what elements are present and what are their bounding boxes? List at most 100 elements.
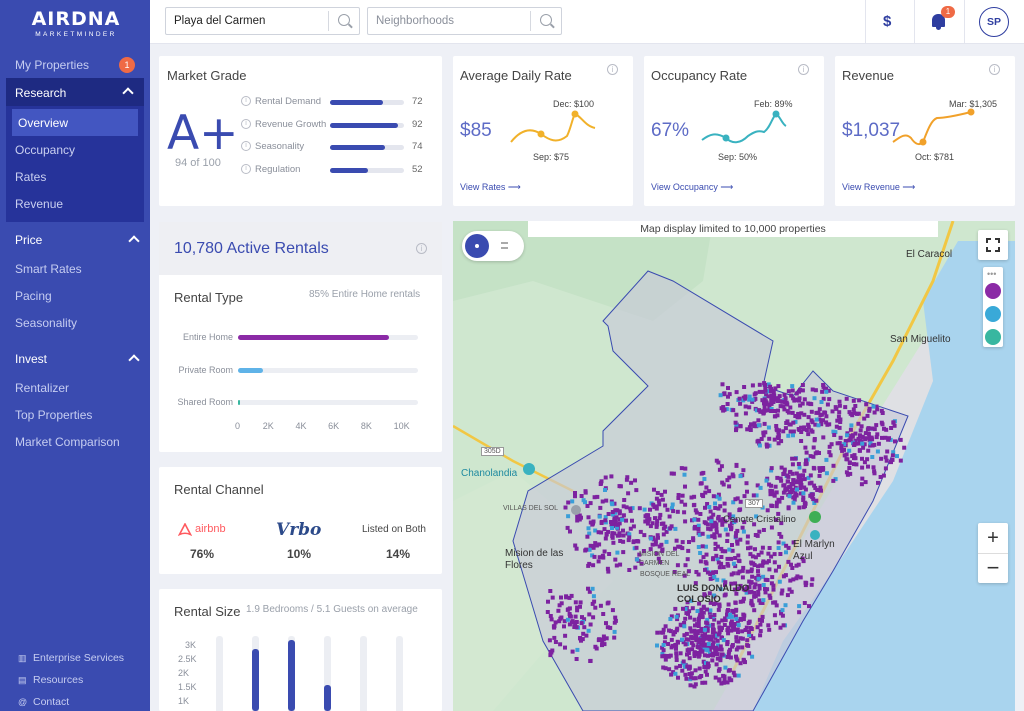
kpi-view-link[interactable]: View Rates ⟶ — [460, 182, 521, 193]
property-marker — [884, 427, 889, 432]
property-marker — [760, 618, 764, 623]
search-icon[interactable] — [338, 14, 350, 26]
property-marker — [722, 508, 727, 513]
property-marker — [868, 443, 873, 448]
nav-my-properties[interactable]: My Properties — [15, 58, 90, 72]
property-marker — [559, 595, 563, 600]
property-marker — [716, 492, 721, 497]
property-marker — [588, 658, 593, 663]
property-marker — [889, 426, 894, 430]
property-marker — [786, 433, 791, 438]
property-marker — [604, 636, 609, 641]
rental-size-bar[interactable] — [324, 684, 331, 711]
sidebar-item-occupancy[interactable]: Occupancy — [15, 143, 76, 157]
kpi-view-link[interactable]: View Occupancy ⟶ — [651, 182, 733, 193]
info-icon[interactable]: i — [989, 64, 1000, 75]
sidebar-item-seasonality[interactable]: Seasonality — [15, 316, 78, 330]
property-marker — [835, 418, 840, 423]
avatar[interactable]: SP — [979, 7, 1009, 37]
property-marker — [752, 608, 757, 613]
property-marker — [845, 457, 850, 462]
rental-type-bar[interactable] — [238, 367, 263, 373]
chevron-up-icon[interactable] — [128, 235, 140, 247]
property-marker — [862, 442, 867, 447]
map-label: El Caracol — [906, 249, 953, 260]
neighborhoods-search-input[interactable]: Neighborhoods — [367, 7, 562, 35]
property-marker — [791, 433, 795, 438]
property-marker — [634, 545, 639, 550]
property-marker — [637, 506, 642, 511]
location-search-input[interactable]: Playa del Carmen — [165, 7, 360, 35]
property-marker — [670, 502, 675, 507]
property-marker — [734, 462, 739, 467]
property-marker — [781, 490, 786, 495]
zoom-in-button[interactable]: + — [987, 527, 999, 549]
research-header[interactable]: Research — [6, 78, 144, 106]
rental-type-bar[interactable] — [238, 335, 389, 340]
sidebar-item-rentalizer[interactable]: Rentalizer — [15, 381, 70, 395]
info-icon[interactable]: i — [241, 96, 251, 107]
rental-size-bar[interactable] — [252, 649, 259, 711]
property-marker — [789, 393, 794, 398]
bell-icon[interactable] — [932, 14, 945, 30]
airdna-logo[interactable]: AIRDNA MARKETMINDER — [30, 8, 122, 42]
property-marker — [776, 511, 781, 516]
sidebar-item-smart-rates[interactable]: Smart Rates — [15, 262, 82, 276]
property-marker — [624, 477, 629, 482]
currency-button[interactable]: $ — [883, 13, 892, 30]
property-marker — [579, 494, 584, 498]
home-layer-icon[interactable] — [985, 283, 1001, 299]
sidebar-item-top-properties[interactable]: Top Properties — [15, 408, 93, 422]
property-marker — [783, 603, 788, 608]
map-view-toggle[interactable] — [462, 231, 524, 261]
property-marker — [813, 486, 818, 490]
property-marker — [675, 509, 680, 514]
property-marker — [639, 561, 644, 566]
footer-contact[interactable]: @ Contact — [18, 696, 69, 708]
property-marker — [806, 432, 811, 437]
map-canvas[interactable] — [453, 221, 1015, 711]
price-header[interactable]: Price — [15, 233, 43, 247]
property-markers[interactable] — [545, 381, 907, 689]
chevron-up-icon[interactable] — [128, 354, 140, 366]
property-marker — [791, 540, 796, 545]
room-layer-icon[interactable] — [985, 306, 1001, 322]
property-marker — [742, 658, 746, 663]
info-icon[interactable]: i — [241, 118, 251, 129]
fullscreen-button[interactable] — [978, 230, 1008, 260]
info-icon[interactable]: i — [241, 163, 251, 174]
search-icon[interactable] — [540, 14, 552, 26]
property-map[interactable]: Map display limited to 10,000 properties… — [453, 221, 1015, 711]
rental-size-bar[interactable] — [288, 639, 295, 711]
property-marker — [807, 604, 811, 609]
property-marker — [700, 531, 705, 536]
list-icon[interactable] — [501, 242, 508, 249]
property-marker — [572, 625, 577, 629]
property-marker — [661, 532, 666, 537]
sidebar-item-pacing[interactable]: Pacing — [15, 289, 52, 303]
property-marker — [879, 456, 884, 461]
rental-type-track — [238, 335, 418, 340]
more-icon[interactable]: ••• — [987, 269, 997, 279]
sidebar-item-market-comparison[interactable]: Market Comparison — [15, 435, 120, 449]
info-icon[interactable]: i — [607, 64, 618, 75]
footer-resources[interactable]: ▤ Resources — [18, 674, 83, 686]
property-marker — [714, 530, 719, 535]
info-icon[interactable]: i — [798, 64, 809, 75]
info-icon[interactable]: i — [416, 243, 427, 254]
info-icon[interactable]: i — [241, 141, 251, 152]
map-pin-icon[interactable] — [465, 234, 489, 258]
property-marker — [716, 632, 721, 637]
property-marker — [824, 420, 829, 425]
kpi-view-link[interactable]: View Revenue ⟶ — [842, 182, 915, 193]
invest-header[interactable]: Invest — [15, 352, 48, 366]
sidebar-item-rates[interactable]: Rates — [15, 170, 47, 184]
property-marker — [799, 411, 804, 416]
sidebar-item-overview[interactable]: Overview — [12, 109, 138, 136]
shared-layer-icon[interactable] — [985, 329, 1001, 345]
zoom-out-button[interactable]: − — [978, 553, 1008, 583]
rental-type-bar[interactable] — [238, 400, 240, 405]
property-marker — [628, 526, 633, 531]
sidebar-item-revenue[interactable]: Revenue — [15, 197, 64, 211]
footer-enterprise-services[interactable]: ▥ Enterprise Services — [18, 652, 124, 664]
